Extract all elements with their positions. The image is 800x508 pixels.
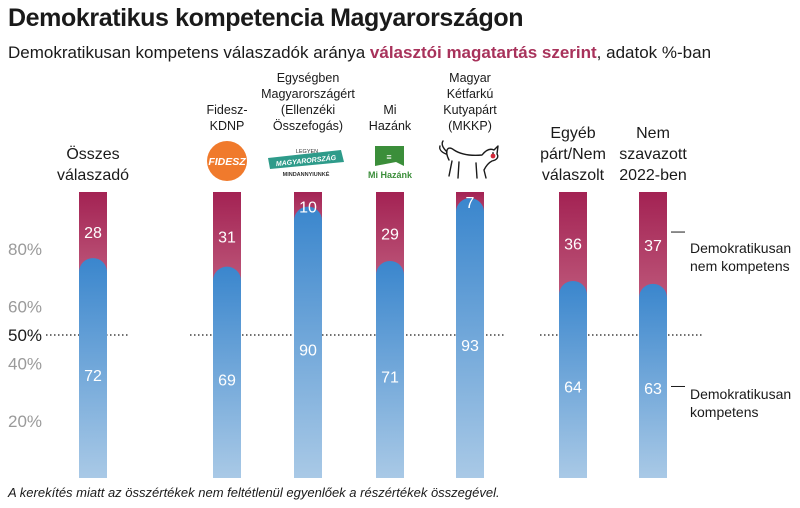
chart-title: Demokratikus kompetencia Magyarországon xyxy=(8,4,524,32)
y-tick-label: 20% xyxy=(8,412,42,431)
egyseg-logo: LEGYEN MAGYARORSZÁG MINDANNYIUNKÉ xyxy=(268,149,344,178)
bar-group xyxy=(639,192,667,478)
data-label-competent: 90 xyxy=(299,342,317,359)
category-label-line: Magyarországért xyxy=(261,87,355,101)
bar-competent xyxy=(294,206,322,478)
category-label-line: (Ellenzéki xyxy=(281,103,335,117)
data-label-competent: 93 xyxy=(461,338,479,355)
bar-competent xyxy=(376,260,404,478)
egyseg-logo-line3: MINDANNYIUNKÉ xyxy=(283,170,330,178)
data-label-not-competent: 10 xyxy=(299,199,317,216)
legend-label-line: kompetens xyxy=(690,404,758,420)
bar-competent xyxy=(639,283,667,478)
legend-label-line: Demokratikusan xyxy=(690,240,791,256)
data-label-not-competent: 28 xyxy=(84,225,102,242)
chart-subtitle: Demokratikusan kompetens válaszadók arán… xyxy=(8,43,711,63)
category-label-line: Egyéb xyxy=(550,125,595,142)
bar-group xyxy=(456,192,484,478)
category-label-line: Nem xyxy=(636,125,670,142)
data-label-competent: 63 xyxy=(644,381,662,398)
category-label-line: Hazánk xyxy=(369,119,412,133)
category-label: Magyar Kétfarkú Kutyapárt (MKKP) xyxy=(443,71,497,133)
category-label: Összes válaszadó xyxy=(57,145,129,184)
y-tick-label: 40% xyxy=(8,355,42,374)
mihazank-logo-text: Mi Hazánk xyxy=(368,170,413,180)
category-label-line: szavazott xyxy=(619,146,687,163)
category-label: Egységben Magyarországért (Ellenzéki Összef… xyxy=(261,71,355,133)
legend-label-line: nem kompetens xyxy=(690,258,790,274)
subtitle-text: Demokratikusan kompetens válaszadók arán… xyxy=(8,43,370,62)
bar-group xyxy=(79,192,107,478)
data-label-not-competent: 36 xyxy=(564,236,582,253)
category-label-line: Egységben xyxy=(277,71,340,85)
data-label-competent: 69 xyxy=(218,372,236,389)
category-label-line: párt/Nem xyxy=(540,146,606,163)
y-tick-label: 80% xyxy=(8,240,42,259)
fidesz-logo: FIDESZ xyxy=(207,141,247,181)
legend-label: Demokratikusan kompetens xyxy=(690,386,791,420)
bar-competent xyxy=(559,280,587,478)
category-label: Nem szavazott 2022-ben xyxy=(619,125,687,184)
mihazank-flag-mark: ≡ xyxy=(386,152,391,162)
bar-group xyxy=(294,192,322,478)
subtitle-suffix: , adatok %-ban xyxy=(596,43,712,62)
data-label-not-competent: 37 xyxy=(644,238,662,255)
bar-competent xyxy=(213,266,241,478)
data-label-competent: 71 xyxy=(381,369,399,386)
bar-group xyxy=(376,192,404,478)
data-label-competent: 72 xyxy=(84,368,102,385)
category-label-line: Kutyapárt xyxy=(443,103,497,117)
category-label-line: Kétfarkú xyxy=(447,87,494,101)
mkkp-dog-logo xyxy=(439,140,499,179)
category-label-line: Összes xyxy=(66,145,119,163)
category-label-line: Magyar xyxy=(449,71,491,85)
category-label-line: válaszadó xyxy=(57,167,129,184)
category-label: Fidesz- KDNP xyxy=(207,103,248,133)
data-label-not-competent: 31 xyxy=(218,229,236,246)
category-label-line: KDNP xyxy=(210,119,245,133)
category-label-line: 2022-ben xyxy=(619,167,687,184)
subtitle-highlight: választói magatartás szerint xyxy=(369,43,597,62)
category-label-line: (MKKP) xyxy=(448,119,492,133)
legend-label: Demokratikusan nem kompetens xyxy=(690,240,791,274)
footnote: A kerekítés miatt az összértékek nem fel… xyxy=(8,485,500,500)
egyseg-logo-line1: LEGYEN xyxy=(296,149,318,155)
category-label: Mi Hazánk xyxy=(369,103,412,133)
mihazank-logo: ≡ Mi Hazánk xyxy=(368,146,413,180)
bar-competent xyxy=(456,198,484,478)
data-label-not-competent: 29 xyxy=(381,226,399,243)
data-label-competent: 64 xyxy=(564,379,582,396)
data-label-not-competent: 7 xyxy=(466,195,475,212)
category-label: Egyéb párt/Nem válaszolt xyxy=(540,125,606,184)
fidesz-logo-text: FIDESZ xyxy=(208,156,246,168)
category-label-line: Fidesz- xyxy=(207,103,248,117)
bar-competent xyxy=(79,258,107,478)
y-tick-label: 60% xyxy=(8,297,42,316)
legend-label-line: Demokratikusan xyxy=(690,386,791,402)
category-label-line: válaszolt xyxy=(542,167,605,184)
bar-group xyxy=(559,192,587,478)
category-label-line: Összefogás) xyxy=(273,119,343,133)
bar-group xyxy=(213,192,241,478)
category-label-line: Mi xyxy=(383,103,396,117)
y-tick-label: 50% xyxy=(8,326,42,345)
